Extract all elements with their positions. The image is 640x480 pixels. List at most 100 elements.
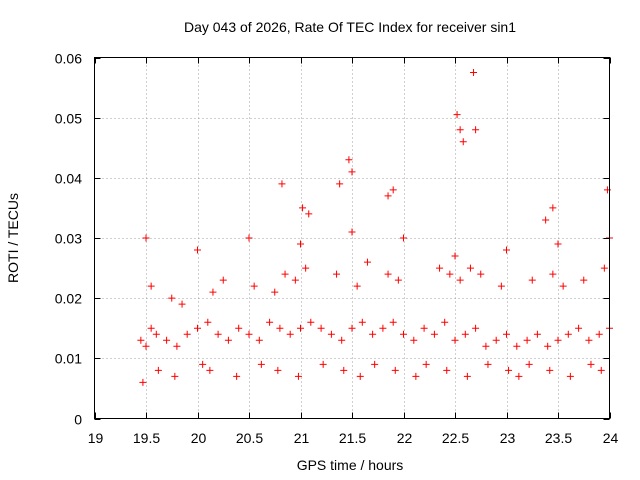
x-tick-label: 22.5 <box>442 430 469 446</box>
data-point <box>459 138 467 146</box>
data-point <box>546 366 554 374</box>
data-point <box>348 324 356 332</box>
chart-title: Day 043 of 2026, Rate Of TEC Index for r… <box>184 19 516 35</box>
data-point <box>513 342 521 350</box>
data-point <box>600 264 608 272</box>
data-point <box>281 270 289 278</box>
data-point <box>451 252 459 260</box>
data-point <box>451 336 459 344</box>
data-point <box>353 282 361 290</box>
data-point <box>147 282 155 290</box>
data-point <box>245 234 253 242</box>
data-point <box>204 318 212 326</box>
data-point <box>412 372 420 380</box>
data-point <box>336 180 344 188</box>
data-point <box>214 330 222 338</box>
data-point <box>470 69 478 77</box>
data-point <box>194 246 201 254</box>
x-tick-label: 22 <box>397 430 413 446</box>
data-point <box>580 276 588 284</box>
data-point <box>389 318 397 326</box>
data-point <box>554 240 562 248</box>
data-point <box>294 372 302 380</box>
data-point <box>302 264 310 272</box>
data-point <box>299 204 307 212</box>
data-point <box>484 360 492 368</box>
data-point <box>369 330 377 338</box>
data-point <box>358 318 366 326</box>
data-point <box>595 330 603 338</box>
data-point <box>559 282 567 290</box>
data-point <box>456 126 464 134</box>
y-tick-label: 0.03 <box>55 231 82 247</box>
data-point <box>194 324 201 332</box>
data-point <box>443 366 451 374</box>
data-point <box>348 168 356 176</box>
data-point <box>363 258 371 266</box>
data-point <box>472 324 480 332</box>
data-point <box>400 330 407 338</box>
data-point <box>422 360 430 368</box>
data-point <box>566 372 574 380</box>
y-tick-label: 0.01 <box>55 351 82 367</box>
data-point <box>472 126 480 134</box>
data-point <box>137 336 145 344</box>
x-axis-ticks: 19 19.5 20 20.5 21 21.5 22 22.5 23 23.5 24 <box>88 57 619 446</box>
y-tick-label: 0 <box>74 412 82 428</box>
data-point <box>482 342 490 350</box>
data-point <box>224 336 232 344</box>
data-point <box>209 288 217 296</box>
data-point <box>250 282 258 290</box>
data-point <box>542 216 550 224</box>
data-point <box>142 234 150 242</box>
data-point <box>271 288 279 296</box>
data-point <box>171 372 179 380</box>
data-point <box>340 366 348 374</box>
data-point <box>523 336 531 344</box>
x-tick-label: 24 <box>603 430 619 446</box>
data-point <box>461 330 469 338</box>
data-point <box>466 264 474 272</box>
data-point <box>206 366 214 374</box>
data-point <box>356 372 364 380</box>
data-point <box>441 318 449 326</box>
data-point <box>436 264 444 272</box>
data-point <box>178 300 186 308</box>
data-point <box>345 156 353 164</box>
y-tick-label: 0.02 <box>55 291 82 307</box>
data-point <box>505 366 513 374</box>
data-point <box>317 324 325 332</box>
data-point <box>446 270 454 278</box>
data-point <box>503 330 510 338</box>
data-point <box>139 378 147 386</box>
data-point <box>276 324 284 332</box>
data-point <box>266 318 274 326</box>
data-point <box>384 270 392 278</box>
data-point <box>305 210 313 218</box>
data-points <box>137 69 613 386</box>
data-point <box>430 330 438 338</box>
y-tick-label: 0.05 <box>55 111 82 127</box>
data-point <box>219 276 227 284</box>
data-point <box>278 180 286 188</box>
data-point <box>154 366 162 374</box>
data-point <box>235 324 243 332</box>
data-point <box>564 330 572 338</box>
data-point <box>525 360 533 368</box>
data-point <box>554 336 562 344</box>
y-tick-label: 0.06 <box>55 51 82 67</box>
x-tick-label: 20.5 <box>236 430 263 446</box>
data-point <box>338 336 346 344</box>
data-point <box>255 336 263 344</box>
data-point <box>379 324 387 332</box>
x-tick-label: 21 <box>294 430 310 446</box>
x-tick-label: 21.5 <box>339 430 366 446</box>
data-point <box>327 330 335 338</box>
x-tick-label: 23 <box>500 430 516 446</box>
data-point <box>173 342 181 350</box>
data-point <box>371 360 379 368</box>
data-point <box>168 294 176 302</box>
data-point <box>333 270 341 278</box>
data-point <box>585 336 593 344</box>
